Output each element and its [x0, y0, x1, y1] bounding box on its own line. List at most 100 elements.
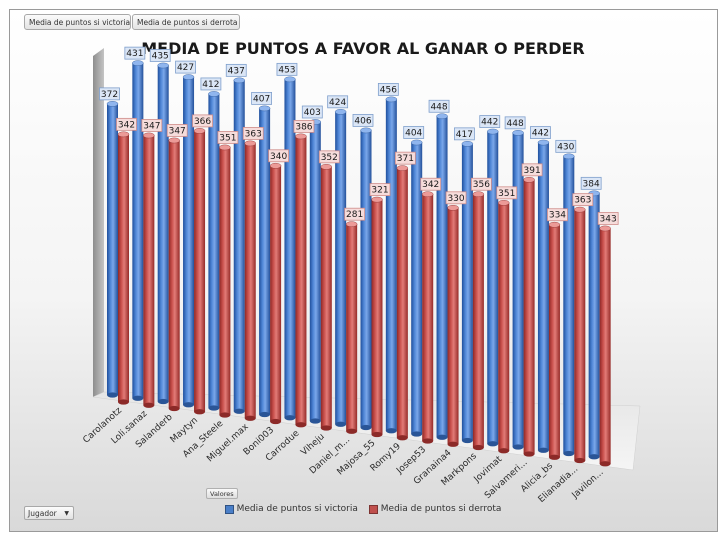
bar-base-victoria-7: [284, 415, 296, 421]
bar-victoria-18: [563, 156, 575, 454]
bar-derrota-13: [447, 207, 459, 445]
data-label-box-victoria-3: [175, 60, 196, 74]
bar-base-victoria-9: [335, 421, 347, 427]
bar-top-derrota-16: [523, 177, 535, 183]
bar-top-derrota-17: [548, 221, 561, 228]
bar-derrota-10: [371, 199, 383, 435]
bar-victoria-5: [233, 80, 245, 412]
bar-top-derrota-4: [219, 144, 231, 151]
valores-field-button[interactable]: Valores: [206, 488, 238, 499]
data-label-derrota-6: 340: [270, 152, 287, 162]
bar-victoria-13: [436, 116, 448, 438]
bar-top-derrota-5: [244, 140, 256, 147]
bar-base-derrota-0: [118, 399, 129, 405]
data-label-box-derrota-16: [521, 163, 543, 177]
data-label-box-victoria-15: [479, 115, 501, 128]
legend: Media de puntos si victoria Media de pun…: [0, 504, 726, 517]
bar-top-victoria-1: [132, 60, 144, 66]
bar-victoria-2: [157, 65, 169, 402]
data-label-derrota-1: 347: [143, 121, 160, 131]
data-label-box-victoria-17: [530, 126, 551, 139]
bar-derrota-15: [498, 202, 510, 451]
data-label-derrota-18: 363: [574, 196, 591, 206]
bar-base-derrota-17: [548, 454, 560, 460]
bar-base-derrota-2: [168, 405, 180, 412]
data-label-victoria-5: 437: [228, 66, 245, 76]
data-label-derrota-19: 343: [600, 214, 617, 224]
bar-top-victoria-7: [284, 76, 296, 83]
bar-top-victoria-13: [436, 113, 448, 120]
data-label-derrota-3: 366: [194, 117, 211, 127]
data-label-victoria-16: 448: [507, 119, 524, 129]
data-label-box-victoria-2: [149, 49, 171, 62]
data-label-derrota-8: 352: [321, 153, 338, 163]
bar-derrota-11: [396, 168, 408, 438]
bar-derrota-8: [320, 166, 332, 428]
data-label-box-derrota-18: [572, 193, 594, 207]
bar-victoria-1: [132, 63, 144, 399]
bar-derrota-6: [270, 165, 282, 422]
data-label-box-victoria-9: [327, 95, 349, 109]
data-label-derrota-16: 391: [524, 166, 541, 176]
data-label-box-derrota-19: [597, 212, 619, 225]
data-label-box-derrota-11: [394, 151, 416, 165]
bar-victoria-16: [512, 132, 524, 447]
bar-base-victoria-3: [183, 402, 195, 408]
x-tick-label-8: Viheju: [299, 432, 326, 458]
bar-top-victoria-14: [461, 141, 474, 147]
jugador-dropdown[interactable]: Jugador ▼: [24, 506, 74, 520]
data-label-derrota-0: 342: [118, 120, 135, 130]
bar-derrota-18: [574, 209, 586, 461]
filter-button-victoria[interactable]: Media de puntos si victoria: [24, 14, 131, 30]
bar-base-derrota-8: [320, 425, 332, 431]
bar-base-victoria-11: [385, 428, 397, 434]
side-wall: [93, 48, 104, 397]
bar-derrota-1: [143, 135, 155, 406]
data-label-victoria-2: 435: [152, 51, 169, 61]
bar-base-derrota-16: [523, 451, 535, 457]
data-label-box-derrota-3: [192, 114, 213, 128]
bar-base-victoria-1: [132, 395, 144, 401]
bar-derrota-14: [472, 194, 484, 448]
data-label-victoria-12: 404: [405, 128, 422, 138]
bar-top-victoria-12: [411, 139, 423, 146]
bar-derrota-4: [219, 147, 231, 415]
bar-base-victoria-18: [563, 450, 575, 457]
data-label-box-derrota-8: [318, 150, 340, 164]
filter-button-derrota[interactable]: Media de puntos si derrota: [132, 14, 240, 30]
bar-top-derrota-13: [447, 205, 459, 211]
data-label-victoria-8: 403: [304, 108, 321, 118]
bar-top-victoria-10: [360, 127, 372, 134]
data-label-box-victoria-14: [453, 127, 475, 141]
bar-top-derrota-6: [269, 162, 282, 169]
bar-base-victoria-10: [360, 424, 372, 431]
bar-top-derrota-10: [371, 196, 383, 203]
bar-victoria-4: [208, 93, 220, 409]
bar-victoria-10: [360, 130, 372, 428]
bar-derrota-12: [422, 194, 434, 441]
bar-base-victoria-0: [107, 392, 118, 398]
bar-top-derrota-2: [168, 137, 180, 144]
bar-top-victoria-17: [537, 139, 550, 146]
bar-base-derrota-7: [295, 422, 307, 428]
bar-base-victoria-14: [461, 437, 473, 444]
bar-top-derrota-15: [498, 200, 510, 206]
bar-victoria-15: [487, 131, 499, 444]
bar-victoria-14: [461, 143, 473, 441]
data-label-victoria-15: 442: [481, 118, 498, 128]
data-label-derrota-13: 330: [447, 194, 464, 204]
legend-swatch-derrota: [368, 504, 378, 514]
data-label-box-victoria-8: [301, 105, 323, 119]
legend-label-derrota: Media de puntos si derrota: [380, 504, 502, 514]
bar-base-victoria-5: [233, 408, 245, 414]
data-label-box-derrota-5: [242, 126, 264, 140]
bar-victoria-0: [107, 103, 118, 395]
data-label-derrota-11: 371: [397, 154, 414, 164]
data-label-victoria-0: 372: [101, 90, 118, 100]
bar-top-victoria-2: [157, 62, 169, 69]
bar-base-victoria-15: [487, 441, 499, 447]
bar-top-derrota-8: [320, 164, 332, 170]
data-label-derrota-15: 351: [498, 189, 515, 199]
data-label-victoria-13: 448: [430, 102, 447, 112]
